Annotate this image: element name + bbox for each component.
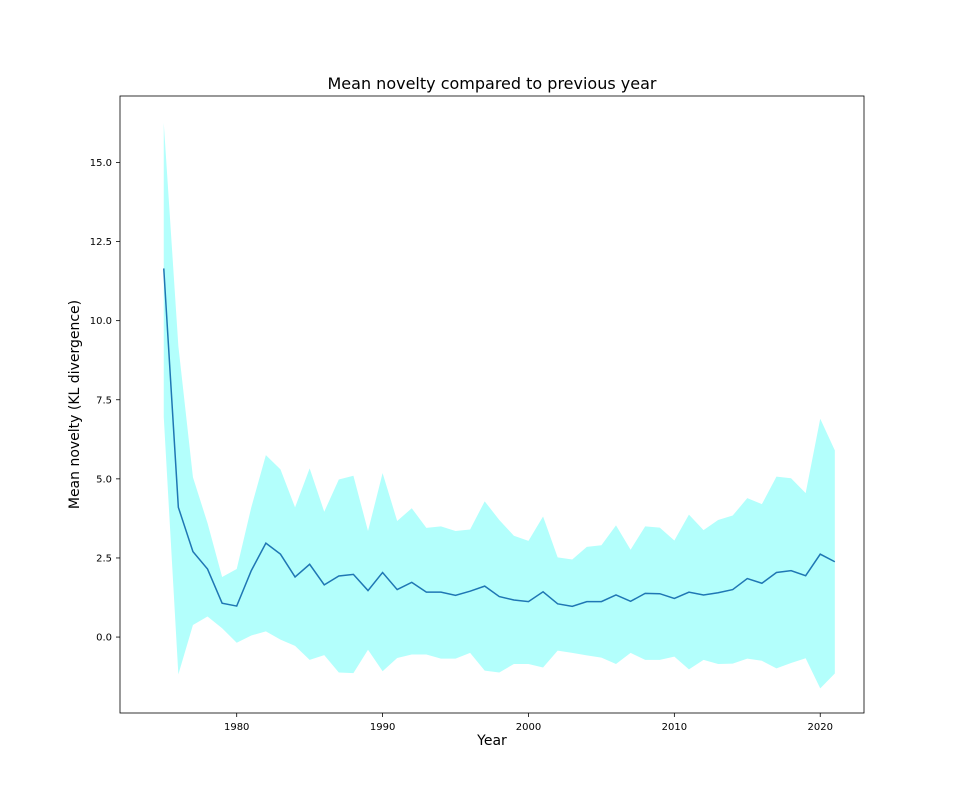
y-axis-label: Mean novelty (KL divergence)	[67, 300, 83, 509]
x-tick-label: 2010	[662, 722, 687, 733]
confidence-band	[163, 122, 835, 689]
x-axis-label: Year	[476, 733, 507, 749]
y-tick-label: 7.5	[96, 395, 112, 406]
y-axis-ticks: 0.0 2.5 5.0 7.5 10.0 12.5 15.0	[90, 158, 120, 644]
y-tick-label: 12.5	[90, 237, 112, 248]
x-tick-label: 2020	[808, 722, 833, 733]
y-tick-label: 15.0	[90, 158, 112, 169]
chart-title: Mean novelty compared to previous year	[328, 74, 657, 93]
plot-area	[163, 122, 836, 689]
x-tick-label: 1990	[370, 722, 395, 733]
y-tick-label: 5.0	[96, 474, 112, 485]
x-tick-label: 2000	[516, 722, 541, 733]
plot-frame	[119, 95, 865, 714]
x-axis-ticks: 1980 1990 2000 2010 2020	[224, 713, 833, 733]
y-tick-label: 2.5	[96, 553, 112, 564]
y-tick-label: 10.0	[90, 316, 112, 327]
mean-novelty-line	[163, 268, 836, 608]
y-tick-label: 0.0	[96, 633, 112, 644]
x-tick-label: 1980	[224, 722, 249, 733]
